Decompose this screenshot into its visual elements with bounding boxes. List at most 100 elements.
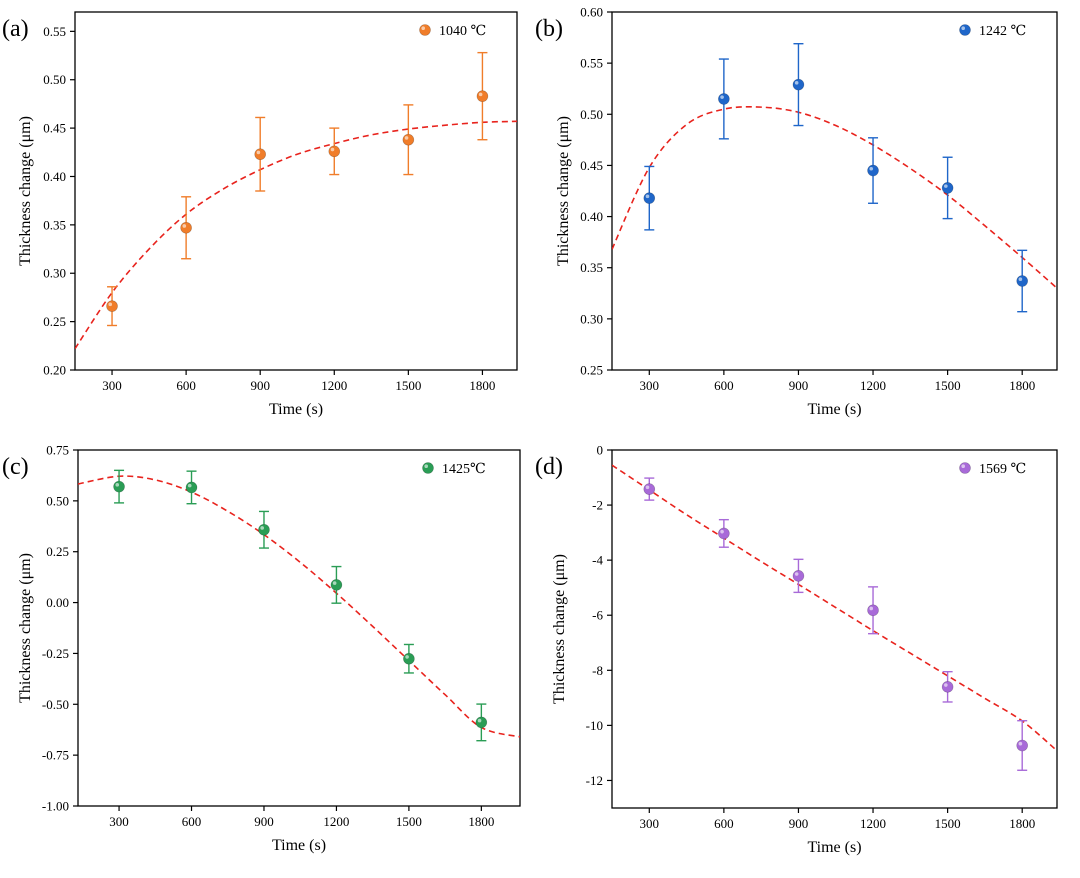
data-point [402,133,415,146]
y-tick-label: -2 [592,498,603,513]
data-point-highlight [720,95,724,99]
y-tick-label: 0.30 [580,311,603,326]
panel-label: (a) [2,16,29,42]
fit-curve [612,105,1057,289]
data-point-highlight [182,224,187,228]
data-point-highlight [187,483,192,488]
legend-marker-highlight [424,464,429,469]
y-tick-label: -4 [592,553,603,568]
fit-curve [75,120,517,350]
x-tick-label: 900 [789,378,809,393]
y-axis-title: Thickness change (μm) [17,553,34,703]
legend-marker-highlight [421,26,426,31]
legend-label: 1569 ℃ [979,462,1026,477]
data-point-highlight [869,606,874,611]
x-tick-label: 1200 [321,378,347,393]
x-tick-label: 1800 [469,378,495,393]
x-tick-label: 300 [102,378,122,393]
data-point-highlight [478,92,483,97]
legend-marker-highlight [961,26,965,31]
data-point-highlight [477,718,482,723]
x-tick-label: 300 [640,816,660,831]
y-tick-label: -8 [592,663,603,678]
x-tick-label: 600 [182,814,202,829]
x-tick-label: 1200 [860,378,886,393]
x-tick-label: 900 [250,378,270,393]
panel-label: (d) [535,454,563,480]
data-point [403,652,415,665]
y-tick-label: 0.40 [43,169,66,184]
y-tick-label: 0.45 [580,158,603,173]
y-tick-label: 0.60 [580,5,603,20]
plot-frame [74,11,518,371]
y-tick-label: -10 [586,718,603,733]
x-axis-title: Time (s) [807,401,861,418]
x-tick-label: 1500 [396,814,422,829]
data-point [180,221,192,234]
data-point [258,523,270,536]
data-point [113,480,125,493]
x-axis-title: Time (s) [272,837,326,854]
data-point-highlight [108,302,113,307]
y-tick-label: -0.25 [42,646,69,661]
x-axis-title: Time (s) [807,839,861,856]
y-tick-label: 0.50 [580,107,603,122]
x-tick-label: 1500 [395,378,421,393]
data-point [941,182,954,194]
x-tick-label: 1500 [935,378,961,393]
fit-curve [78,475,520,738]
plot-frame [611,11,1058,371]
legend-marker-highlight [961,464,965,469]
x-tick-label: 600 [176,378,196,393]
data-point-highlight [115,483,120,487]
data-point-highlight [1018,277,1023,282]
data-point-highlight [404,136,409,140]
y-axis-title: Thickness change (μm) [17,116,34,266]
data-point [476,90,489,102]
data-point [1016,739,1028,752]
data-point-highlight [720,529,724,534]
data-point [867,604,879,617]
x-tick-label: 1800 [1009,378,1035,393]
x-tick-label: 300 [109,814,129,829]
y-tick-label: 0.55 [580,56,603,71]
y-tick-label: 0.30 [43,266,66,281]
data-point-highlight [330,147,335,152]
data-point [475,716,488,729]
data-point [106,300,118,312]
data-point-highlight [405,655,409,659]
panel-label: (b) [535,16,563,42]
data-point [718,93,730,105]
y-tick-label: 0.20 [43,363,66,378]
panel-d: 300 600 900 1200 1500 1800 -12 -10 -8 -6 -4 -2 0 Time… [535,443,1058,856]
data-point [643,192,656,204]
legend-label: 1425℃ [442,462,486,477]
x-tick-label: 900 [789,816,809,831]
legend-marker [959,462,971,474]
data-point-highlight [944,683,948,687]
y-tick-label: 0.50 [46,493,69,508]
data-point-highlight [645,485,650,490]
legend-marker [959,24,971,36]
data-point [941,681,954,693]
y-tick-label: 0.50 [43,72,66,87]
x-tick-label: 600 [714,816,734,831]
legend-marker [422,462,434,474]
y-tick-label: 0.35 [43,217,66,232]
y-tick-label: -1.00 [42,799,69,814]
y-tick-label: 0.25 [46,544,69,559]
y-tick-label: 0.35 [580,260,603,275]
data-point-highlight [256,150,261,155]
y-tick-label: 0.45 [43,121,66,136]
y-tick-label: -12 [586,773,603,788]
data-point [254,148,266,161]
y-tick-label: 0.25 [580,363,603,378]
data-point [185,481,198,494]
x-tick-label: 1200 [860,816,886,831]
y-tick-label: 0 [597,443,604,458]
legend-label: 1040 ℃ [439,24,486,39]
y-tick-label: -0.75 [42,748,69,763]
x-tick-label: 300 [640,378,660,393]
x-tick-label: 1500 [935,816,961,831]
